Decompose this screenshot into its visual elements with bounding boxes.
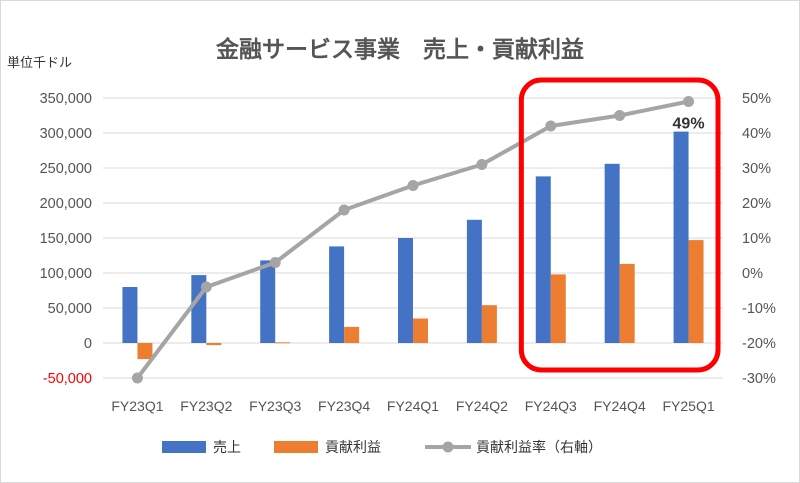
y2-tick-label: -10%	[742, 301, 776, 317]
y-axis-left: 350,000 300,000 250,000 200,000 150,000 100,0…	[40, 91, 92, 387]
margin-point	[545, 120, 557, 132]
y-tick-label: 50,000	[48, 301, 92, 317]
x-tick-label: FY24Q3	[525, 398, 577, 414]
revenue-bar	[466, 219, 482, 343]
margin-point	[683, 96, 695, 107]
y2-tick-label: 10%	[742, 231, 771, 247]
legend-label: 貢献利益率（右軸）	[476, 439, 602, 456]
revenue-bar	[329, 246, 345, 343]
bars	[122, 131, 704, 360]
highlight-rectangle	[518, 77, 721, 373]
margin-point	[407, 180, 419, 191]
y2-tick-label: 30%	[742, 161, 771, 177]
y2-tick-label: 0%	[742, 266, 763, 282]
contribution-bar	[688, 240, 704, 343]
legend-label: 売上	[213, 440, 241, 456]
y-tick-label: 150,000	[40, 231, 92, 247]
x-tick-label: FY23Q2	[180, 398, 232, 414]
revenue-bar	[122, 287, 138, 343]
legend-swatch	[274, 441, 318, 453]
revenue-bar	[535, 176, 551, 343]
y2-tick-label: 20%	[742, 196, 771, 212]
contribution-bar	[344, 326, 360, 343]
revenue-bar	[604, 163, 620, 343]
revenue-bar	[673, 131, 689, 343]
y-tick-label: -50,000	[43, 371, 92, 387]
revenue-bar	[260, 260, 276, 343]
y-tick-label: 100,000	[40, 266, 92, 282]
highlight-box	[518, 77, 721, 373]
y-tick-label: 200,000	[40, 196, 92, 212]
margin-point	[476, 159, 488, 170]
data-labels: 49%	[673, 116, 705, 133]
x-tick-label: FY24Q2	[456, 398, 508, 414]
contribution-bar	[137, 343, 153, 360]
x-tick-label: FY23Q3	[249, 398, 301, 414]
contribution-bar	[550, 274, 566, 343]
y2-tick-label: -20%	[742, 336, 776, 352]
margin-point	[131, 372, 143, 384]
x-axis: FY23Q1 FY23Q2 FY23Q3 FY23Q4 FY24Q1 FY24Q2 FY24…	[111, 398, 714, 414]
y-axis-right: 50% 40% 30% 20% 10% 0% -10% -20% -30%	[742, 91, 776, 387]
contribution-bar	[413, 318, 428, 343]
y-tick-label: 300,000	[40, 126, 92, 142]
y-tick-label: 250,000	[40, 161, 92, 177]
y-axis-unit-label: 単位千ドル	[7, 55, 72, 71]
margin-point	[269, 257, 281, 268]
legend-swatch	[162, 441, 206, 453]
x-tick-label: FY23Q1	[111, 398, 163, 414]
legend-marker	[442, 441, 454, 453]
y2-tick-label: 40%	[742, 126, 771, 142]
chart-title: 金融サービス事業 売上・貢献利益	[215, 36, 584, 63]
y2-tick-label: -30%	[742, 371, 776, 387]
margin-point	[200, 281, 212, 293]
legend: 売上 貢献利益 貢献利益率（右軸）	[162, 439, 602, 456]
contribution-bar	[619, 263, 635, 343]
contribution-bar	[275, 342, 291, 344]
y2-tick-label: 50%	[742, 91, 771, 107]
x-tick-label: FY24Q4	[594, 398, 646, 414]
contribution-bar	[206, 343, 222, 346]
x-tick-label: FY24Q1	[387, 398, 439, 414]
line-series	[131, 96, 695, 384]
margin-point	[614, 110, 626, 121]
x-tick-label: FY25Q1	[662, 398, 714, 414]
revenue-bar	[398, 238, 413, 343]
y-tick-label: 0	[84, 336, 92, 352]
y-tick-label: 350,000	[40, 91, 92, 107]
margin-point	[338, 204, 350, 216]
legend-label: 貢献利益	[325, 440, 381, 456]
margin-data-label: 49%	[673, 116, 705, 133]
x-tick-label: FY23Q4	[318, 398, 370, 414]
contribution-bar	[481, 305, 497, 343]
